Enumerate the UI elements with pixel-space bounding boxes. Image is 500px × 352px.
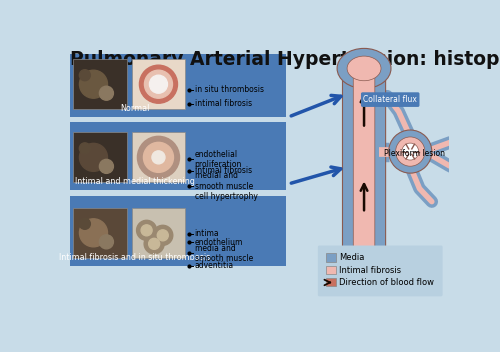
Circle shape: [158, 230, 168, 241]
FancyBboxPatch shape: [73, 208, 127, 258]
FancyBboxPatch shape: [70, 54, 286, 117]
FancyBboxPatch shape: [70, 122, 286, 190]
Text: media and
smooth muscle: media and smooth muscle: [194, 244, 253, 263]
Circle shape: [80, 70, 90, 81]
Ellipse shape: [347, 56, 381, 81]
Text: endothelial
proliferation: endothelial proliferation: [194, 150, 242, 169]
Circle shape: [100, 159, 114, 174]
FancyBboxPatch shape: [70, 196, 286, 265]
Text: medial and
smooth muscle
cell hypertrophy: medial and smooth muscle cell hypertroph…: [194, 171, 258, 201]
Text: Intimal and medial thickening: Intimal and medial thickening: [74, 177, 194, 186]
Text: Normal: Normal: [120, 104, 150, 113]
Circle shape: [141, 225, 152, 236]
Text: adventitia: adventitia: [194, 261, 234, 270]
Text: intima: intima: [194, 230, 220, 238]
Circle shape: [80, 218, 90, 229]
Circle shape: [144, 142, 174, 172]
Circle shape: [152, 151, 165, 164]
FancyBboxPatch shape: [342, 62, 386, 265]
Text: intimal fibrosis: intimal fibrosis: [194, 99, 252, 108]
Circle shape: [80, 219, 108, 247]
Circle shape: [138, 136, 179, 178]
Circle shape: [100, 235, 114, 249]
Text: Pulmonary Arterial Hypertension: histopathological features: Pulmonary Arterial Hypertension: histopa…: [70, 50, 500, 69]
FancyBboxPatch shape: [73, 59, 127, 109]
Circle shape: [136, 220, 156, 240]
Circle shape: [153, 225, 173, 245]
Text: Plexiform lesion: Plexiform lesion: [384, 149, 445, 158]
FancyBboxPatch shape: [326, 265, 336, 274]
Circle shape: [144, 70, 172, 98]
FancyBboxPatch shape: [354, 69, 375, 259]
Circle shape: [140, 65, 177, 103]
Text: Intimal fibrosis: Intimal fibrosis: [340, 266, 402, 275]
Circle shape: [80, 143, 90, 154]
Circle shape: [402, 143, 418, 160]
Text: endothelium: endothelium: [194, 238, 243, 247]
Text: Direction of blood flow: Direction of blood flow: [340, 278, 434, 287]
FancyBboxPatch shape: [318, 246, 442, 296]
FancyBboxPatch shape: [132, 59, 186, 109]
Text: Intimal fibrosis and in situ thrombosis: Intimal fibrosis and in situ thrombosis: [59, 253, 210, 262]
Circle shape: [100, 86, 114, 100]
Text: in situ thrombosis: in situ thrombosis: [194, 86, 264, 94]
Circle shape: [388, 130, 432, 173]
FancyBboxPatch shape: [132, 208, 186, 258]
FancyBboxPatch shape: [361, 92, 420, 107]
Circle shape: [80, 70, 108, 98]
Circle shape: [80, 143, 108, 171]
Circle shape: [396, 137, 425, 166]
Circle shape: [144, 234, 164, 254]
Ellipse shape: [337, 49, 391, 88]
FancyBboxPatch shape: [326, 253, 336, 262]
Text: intimal fibrosis: intimal fibrosis: [194, 166, 252, 175]
FancyBboxPatch shape: [73, 132, 127, 182]
Circle shape: [148, 238, 160, 249]
FancyBboxPatch shape: [326, 278, 336, 286]
FancyBboxPatch shape: [132, 132, 186, 182]
Text: Media: Media: [340, 253, 365, 262]
Circle shape: [150, 75, 168, 93]
Text: Collateral flux: Collateral flux: [364, 95, 417, 105]
